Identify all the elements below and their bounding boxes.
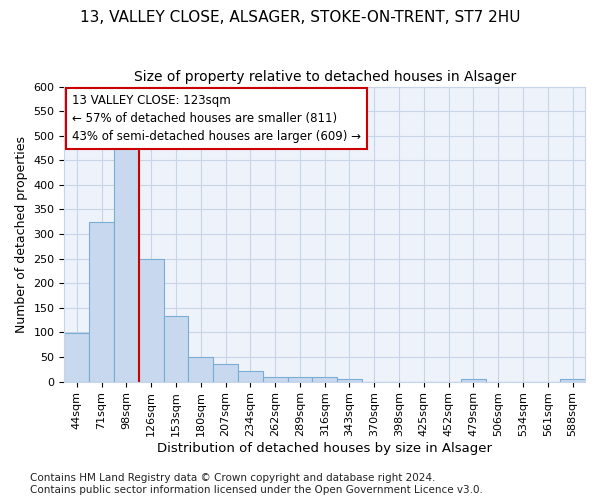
Bar <box>89 222 114 382</box>
Bar <box>139 258 164 382</box>
Bar <box>337 379 362 382</box>
Bar <box>313 376 337 382</box>
Bar <box>560 379 585 382</box>
Bar <box>188 357 213 382</box>
Bar <box>461 379 486 382</box>
Text: Contains HM Land Registry data © Crown copyright and database right 2024.
Contai: Contains HM Land Registry data © Crown c… <box>30 474 483 495</box>
Text: 13, VALLEY CLOSE, ALSAGER, STOKE-ON-TRENT, ST7 2HU: 13, VALLEY CLOSE, ALSAGER, STOKE-ON-TREN… <box>80 10 520 25</box>
Bar <box>114 138 139 382</box>
Bar <box>64 334 89 382</box>
Bar <box>238 371 263 382</box>
Text: 13 VALLEY CLOSE: 123sqm
← 57% of detached houses are smaller (811)
43% of semi-d: 13 VALLEY CLOSE: 123sqm ← 57% of detache… <box>72 94 361 143</box>
Bar <box>164 316 188 382</box>
Bar <box>213 364 238 382</box>
X-axis label: Distribution of detached houses by size in Alsager: Distribution of detached houses by size … <box>157 442 492 455</box>
Title: Size of property relative to detached houses in Alsager: Size of property relative to detached ho… <box>134 70 516 84</box>
Bar <box>287 376 313 382</box>
Bar <box>263 377 287 382</box>
Y-axis label: Number of detached properties: Number of detached properties <box>15 136 28 332</box>
